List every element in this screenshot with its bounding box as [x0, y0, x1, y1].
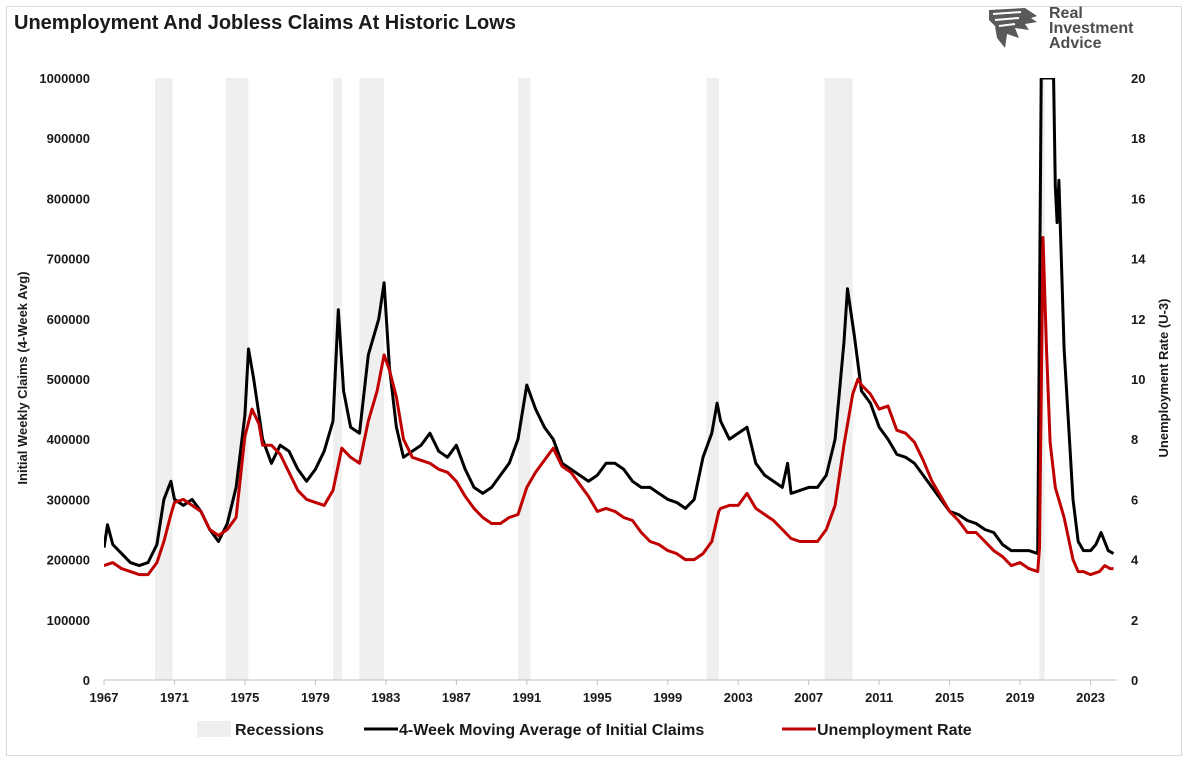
- y-right-tick-6: 6: [1131, 492, 1138, 507]
- y-left-tick-700000: 700000: [47, 252, 90, 267]
- eagle-icon: [989, 8, 1037, 48]
- y-right-tick-14: 14: [1131, 252, 1146, 267]
- logo-line-2: Investment: [1049, 20, 1134, 37]
- y-left-tick-0: 0: [83, 673, 90, 688]
- y-left-tick-1000000: 1000000: [39, 71, 90, 86]
- legend-label-unemployment: Unemployment Rate: [817, 722, 972, 739]
- y-right-tick-20: 20: [1131, 71, 1145, 86]
- y-left-tick-800000: 800000: [47, 191, 90, 206]
- y-right-tick-0: 0: [1131, 673, 1138, 688]
- axes: 1967 1971 1975 1979 1983 1987 1991 1995 1999 2003…: [39, 71, 1146, 705]
- recession-band-0: [155, 78, 173, 680]
- chart-title: Unemployment And Jobless Claims At Histo…: [14, 12, 516, 34]
- chart-frame: [6, 6, 1182, 756]
- y-right-tick-8: 8: [1131, 432, 1138, 447]
- y-left-tick-200000: 200000: [47, 553, 90, 568]
- x-tick-label-2007: 2007: [794, 690, 823, 705]
- y-right-tick-12: 12: [1131, 312, 1145, 327]
- y-right-tick-4: 4: [1131, 553, 1139, 568]
- y-left-tick-600000: 600000: [47, 312, 90, 327]
- y-left-tick-900000: 900000: [47, 131, 90, 146]
- logo-line-1: Real: [1049, 5, 1083, 22]
- y-left-tick-100000: 100000: [47, 613, 90, 628]
- x-tick-label-2011: 2011: [865, 690, 893, 705]
- y-right-tick-10: 10: [1131, 372, 1145, 387]
- x-tick-label-1991: 1991: [512, 690, 541, 705]
- logo-line-3: Advice: [1049, 35, 1102, 52]
- legend-label-recessions: Recessions: [235, 722, 324, 739]
- x-tick-label-1971: 1971: [160, 690, 189, 705]
- y-right-tick-2: 2: [1131, 613, 1138, 628]
- recession-band-5: [706, 78, 719, 680]
- recession-band-6: [824, 78, 853, 680]
- recession-bands: [155, 78, 1045, 680]
- y-right-tick-18: 18: [1131, 131, 1145, 146]
- recession-band-1: [225, 78, 249, 680]
- recession-band-2: [333, 78, 342, 680]
- legend-swatch-recessions: [197, 721, 231, 737]
- x-tick-label-1999: 1999: [653, 690, 682, 705]
- legend: Recessions 4-Week Moving Average of Initi…: [197, 721, 972, 739]
- x-tick-label-2023: 2023: [1076, 690, 1105, 705]
- x-tick-label-1975: 1975: [230, 690, 259, 705]
- x-tick-label-1987: 1987: [442, 690, 471, 705]
- x-tick-label-1967: 1967: [90, 690, 119, 705]
- y-axis-left-label: Initial Weekly Claims (4-Week Avg): [15, 271, 30, 484]
- y-left-tick-300000: 300000: [47, 492, 90, 507]
- x-tick-label-2015: 2015: [935, 690, 964, 705]
- series-line-0: [104, 78, 1115, 568]
- recession-band-4: [518, 78, 531, 680]
- brand-logo: Real Investment Advice: [985, 4, 1155, 60]
- y-left-tick-500000: 500000: [47, 372, 90, 387]
- y-right-tick-16: 16: [1131, 191, 1145, 206]
- y-axis-right-label: Unemployment Rate (U-3): [1156, 299, 1171, 458]
- x-tick-label-1995: 1995: [583, 690, 612, 705]
- x-tick-label-1983: 1983: [371, 690, 400, 705]
- y-left-tick-400000: 400000: [47, 432, 90, 447]
- x-tick-label-1979: 1979: [301, 690, 330, 705]
- legend-label-claims: 4-Week Moving Average of Initial Claims: [399, 722, 704, 739]
- series-line-1: [104, 236, 1114, 577]
- x-tick-label-2003: 2003: [724, 690, 753, 705]
- x-tick-label-2019: 2019: [1006, 690, 1035, 705]
- series-lines: [104, 78, 1115, 577]
